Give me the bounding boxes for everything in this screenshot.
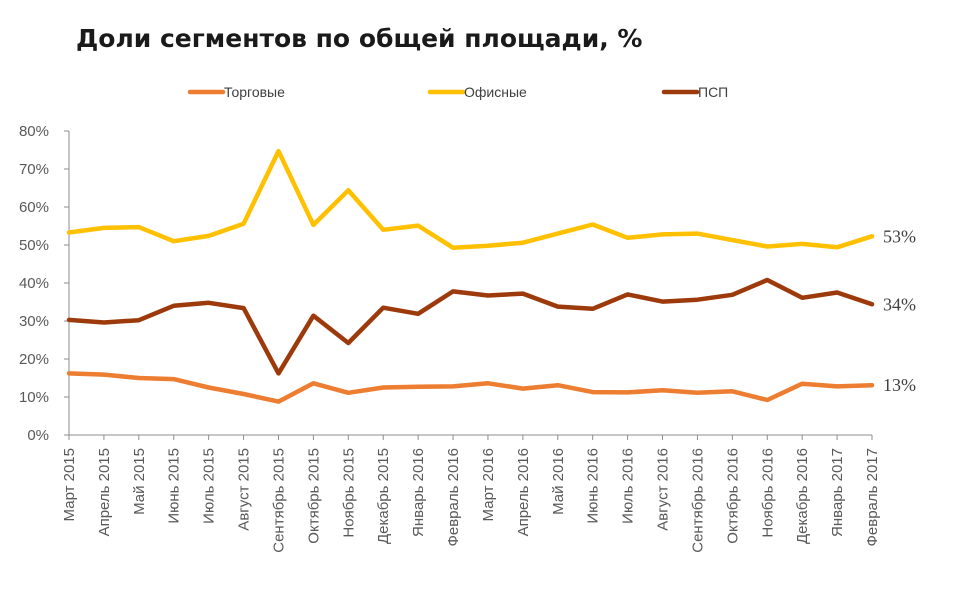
x-tick-label: Июнь 2016	[585, 448, 602, 524]
y-tick-label: 40%	[19, 275, 49, 292]
x-tick-label: Январь 2017	[829, 448, 846, 537]
end-value-label: 53%	[883, 226, 916, 246]
x-tick-label: Ноябрь 2016	[759, 448, 776, 538]
x-tick-label: Декабрь 2015	[375, 448, 392, 544]
x-tick-label: Апрель 2015	[96, 448, 113, 536]
x-tick-label: Сентябрь 2016	[689, 448, 706, 553]
y-tick-label: 0%	[27, 427, 49, 444]
x-tick-label: Май 2016	[550, 448, 567, 515]
series-lines	[66, 148, 875, 404]
y-tick-label: 50%	[19, 237, 49, 254]
y-tick-label: 60%	[19, 199, 49, 216]
end-value-label: 34%	[883, 294, 916, 314]
x-tick-label: Декабрь 2016	[794, 448, 811, 544]
legend-label: ПСП	[698, 84, 728, 100]
series-line-2	[66, 277, 875, 376]
x-tick-label: Июль 2016	[620, 448, 637, 524]
y-tick-label: 10%	[19, 389, 49, 406]
x-tick-label: Январь 2016	[410, 448, 427, 537]
x-tick-label: Сентябрь 2015	[270, 448, 287, 553]
y-axis: 0% 10% 20% 30% 40% 50% 60% 70% 80%	[19, 123, 70, 444]
legend: Торговые Офисные ПСП	[187, 84, 728, 100]
x-axis: Март 2015 Апрель 2015 Май 2015 Июнь 2015 Июл…	[61, 434, 881, 553]
y-tick-label: 80%	[19, 123, 49, 140]
x-tick-label: Июнь 2015	[166, 448, 183, 524]
x-tick-label: Июль 2015	[201, 448, 218, 524]
chart-title: Доли сегментов по общей площади, %	[76, 24, 643, 53]
x-tick-label: Ноябрь 2015	[340, 448, 357, 538]
x-tick-label: Апрель 2016	[515, 448, 532, 536]
legend-label: Офисные	[464, 84, 527, 100]
end-value-label: 13%	[883, 375, 916, 395]
x-tick-label: Май 2015	[131, 448, 148, 515]
x-tick-label: Август 2016	[655, 448, 672, 531]
y-tick-label: 20%	[19, 351, 49, 368]
x-tick-label: Февраль 2016	[445, 448, 462, 547]
y-tick-label: 30%	[19, 313, 49, 330]
series-line-1	[66, 148, 875, 250]
end-labels: 13% 53% 34%	[883, 226, 916, 395]
x-tick-label: Август 2015	[236, 448, 253, 531]
x-tick-label: Октябрь 2016	[724, 448, 741, 544]
y-tick-label: 70%	[19, 161, 49, 178]
series-line-0	[66, 371, 875, 404]
x-tick-label: Март 2016	[480, 448, 497, 521]
x-tick-label: Октябрь 2015	[305, 448, 322, 544]
x-tick-label: Февраль 2017	[864, 448, 881, 547]
x-tick-label: Март 2015	[61, 448, 78, 521]
legend-label: Торговые	[224, 84, 285, 100]
